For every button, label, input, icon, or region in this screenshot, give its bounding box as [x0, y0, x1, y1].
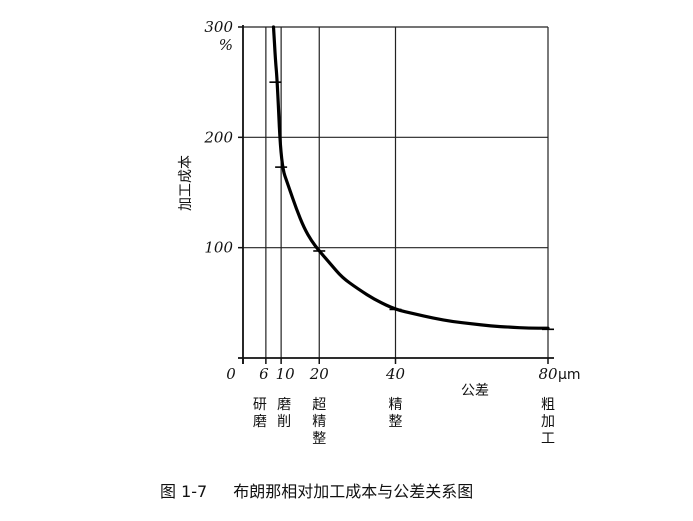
category-label-40: 精整: [389, 397, 403, 430]
x-tick-label-20: 20: [309, 365, 330, 383]
category-char: 粗: [541, 397, 555, 413]
category-label-20: 超精整: [312, 397, 326, 447]
x-tick-label-80: 80: [538, 365, 558, 383]
x-axis-title: 公差: [461, 383, 489, 399]
y-axis-title: 加工成本: [178, 155, 194, 211]
y-tick-label-300: 300: [204, 18, 233, 36]
figure-number: 图 1-7: [160, 482, 208, 501]
y-tick-label-100: 100: [204, 239, 233, 257]
category-char: 精: [312, 414, 326, 430]
category-char: 磨: [253, 414, 267, 430]
y-tick-label-200: 200: [203, 128, 233, 146]
category-label-10: 磨削: [277, 397, 291, 430]
x-tick-label-0: 0: [226, 365, 236, 383]
figure-caption: 图 1-7 布朗那相对加工成本与公差关系图: [160, 478, 473, 502]
category-char: 磨: [277, 397, 291, 413]
category-char: 削: [277, 414, 291, 430]
curve: [269, 25, 554, 331]
category-char: 超: [312, 397, 326, 413]
category-char: 整: [312, 431, 326, 447]
category-label-80: 粗加工: [541, 397, 555, 447]
axes: [238, 25, 554, 364]
category-char: 精: [389, 397, 403, 413]
x-unit-label: μm: [558, 367, 581, 383]
x-tick-label-40: 40: [385, 365, 406, 383]
x-tick-label-6: 6: [259, 365, 269, 383]
x-tick-label-10: 10: [276, 365, 296, 383]
category-char: 加: [541, 414, 555, 430]
y-unit-label: %: [219, 36, 233, 54]
category-char: 研: [253, 397, 267, 413]
category-char: 工: [541, 431, 555, 447]
cost-curve: [271, 25, 550, 330]
figure-title: 布朗那相对加工成本与公差关系图: [233, 482, 474, 501]
category-label-6: 研磨: [253, 397, 267, 430]
category-char: 整: [389, 414, 403, 430]
